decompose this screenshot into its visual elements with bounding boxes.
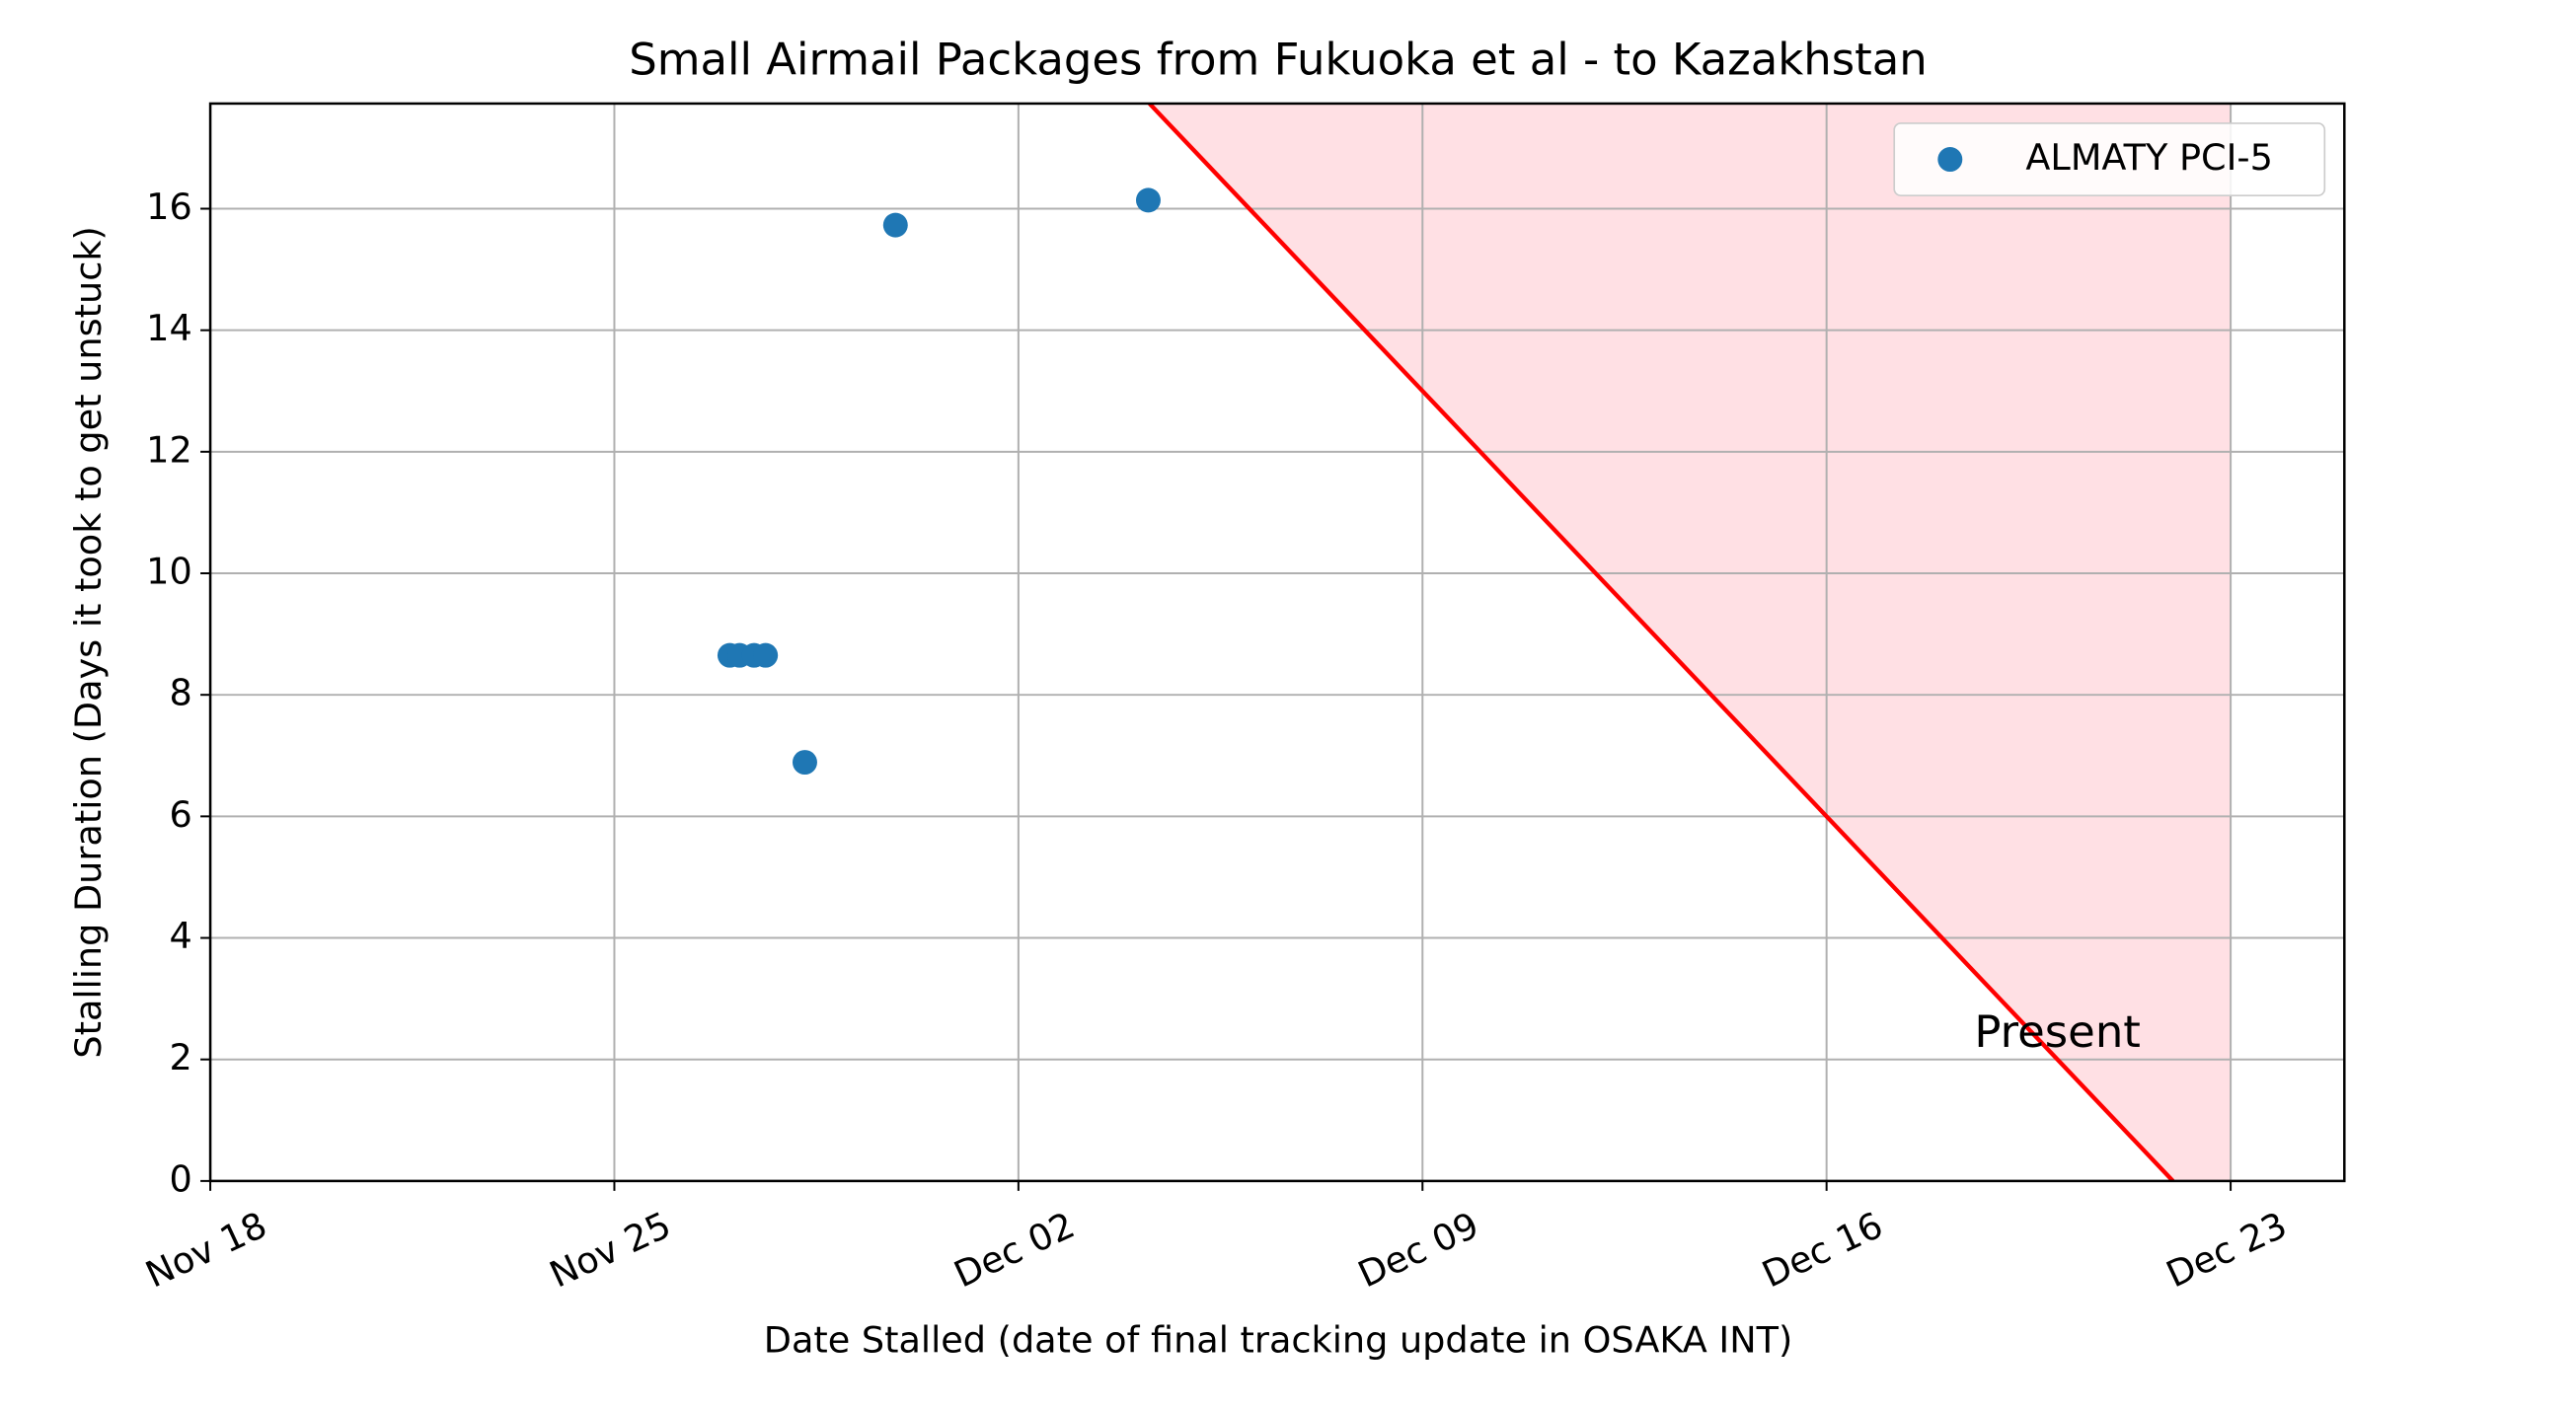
scatter-point — [753, 642, 779, 668]
y-tick-label: 4 — [169, 915, 191, 957]
reference-line — [1148, 103, 2175, 1181]
scatter-point — [882, 212, 908, 238]
y-tick-label: 14 — [146, 307, 192, 349]
y-tick-label: 0 — [169, 1157, 191, 1200]
x-tick-label: Dec 16 — [1756, 1204, 1889, 1297]
y-tick-label: 12 — [146, 428, 192, 471]
chart-title: Small Airmail Packages from Fukuoka et a… — [629, 33, 1928, 85]
x-tick-label: Dec 02 — [947, 1204, 1081, 1297]
legend-marker — [1937, 147, 1963, 173]
legend-box — [1893, 122, 2326, 196]
annotation: Present — [1974, 1005, 2141, 1058]
y-tick-label: 16 — [146, 186, 192, 228]
y-axis-label: Stalling Duration (Days it took to get u… — [67, 226, 110, 1058]
plot-frame — [208, 102, 2346, 1183]
shaded-region — [1149, 103, 2232, 1181]
y-tick-label: 10 — [146, 551, 192, 593]
x-tick-label: Dec 09 — [1352, 1204, 1485, 1297]
x-tick-label: Nov 18 — [139, 1204, 273, 1297]
y-tick-label: 8 — [169, 672, 191, 714]
y-tick-label: 2 — [169, 1036, 191, 1078]
legend-label: ALMATY PCI-5 — [2025, 136, 2273, 179]
x-tick-label: Nov 25 — [543, 1204, 677, 1297]
y-tick-label: 6 — [169, 793, 191, 836]
scatter-point — [792, 750, 817, 776]
x-tick-label: Dec 23 — [2159, 1204, 2293, 1297]
x-axis-label: Date Stalled (date of final tracking upd… — [764, 1319, 1793, 1362]
scatter-point — [1135, 187, 1161, 213]
